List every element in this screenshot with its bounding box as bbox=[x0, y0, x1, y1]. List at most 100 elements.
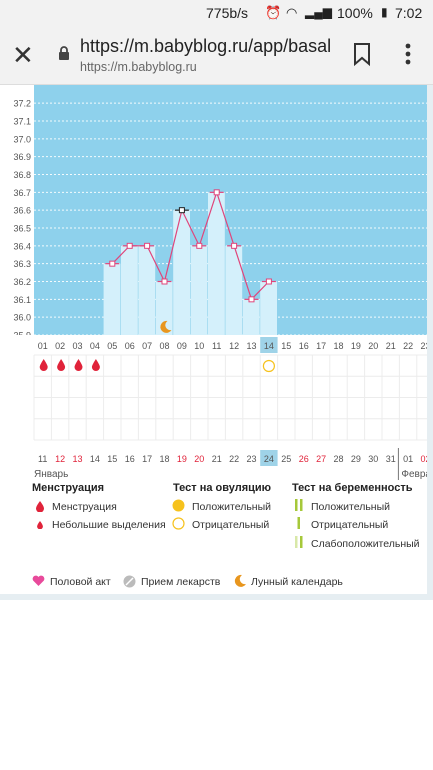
legend-ovulation-title: Тест на овуляцию bbox=[173, 482, 272, 494]
pregnancy-positive-icon bbox=[295, 499, 303, 511]
date-label: 22 bbox=[229, 454, 239, 464]
small-drop-icon bbox=[37, 521, 43, 529]
data-point bbox=[213, 189, 220, 196]
legend-menstruation: Менструация bbox=[52, 501, 117, 513]
pill-icon bbox=[123, 575, 136, 588]
data-point bbox=[196, 242, 203, 249]
y-tick-label: 36.6 bbox=[13, 206, 31, 216]
cycle-day-label: 16 bbox=[299, 341, 309, 351]
highlight-date-cell bbox=[260, 450, 278, 466]
month-label: Январь bbox=[34, 469, 68, 480]
cycle-day-label: 02 bbox=[55, 341, 65, 351]
bookmark-icon[interactable] bbox=[352, 41, 372, 67]
data-point bbox=[178, 207, 185, 214]
date-label: 13 bbox=[72, 454, 82, 464]
y-tick-label: 36.5 bbox=[13, 224, 31, 234]
status-bar: 775b/s ⏰ ◠ ▂▄▆ 100% ▮ 7:02 bbox=[0, 0, 433, 26]
heart-icon bbox=[32, 575, 45, 586]
cycle-day-label: 19 bbox=[351, 341, 361, 351]
temperature-bar bbox=[190, 245, 208, 335]
close-icon[interactable]: ✕ bbox=[12, 40, 34, 70]
temperature-bar bbox=[225, 245, 243, 335]
ovulation-negative-mark bbox=[262, 359, 275, 373]
more-menu-icon[interactable] bbox=[400, 40, 416, 68]
cycle-day-label: 13 bbox=[246, 341, 256, 351]
cycle-day-label: 11 bbox=[212, 341, 221, 351]
y-tick-label: 36.2 bbox=[13, 277, 31, 287]
cycle-day-label: 14 bbox=[264, 341, 274, 351]
legend-sex: Половой акт bbox=[50, 576, 111, 588]
ovulation-positive-icon bbox=[172, 499, 185, 512]
date-label: 19 bbox=[177, 454, 187, 464]
y-tick-label: 37.1 bbox=[13, 117, 31, 127]
url-subtext: https://m.babyblog.ru bbox=[80, 60, 197, 74]
data-point bbox=[144, 242, 151, 249]
cycle-day-label: 12 bbox=[229, 341, 239, 351]
date-label: 02 bbox=[420, 454, 430, 464]
y-tick-label: 37.0 bbox=[13, 134, 31, 144]
cycle-day-label: 10 bbox=[194, 341, 204, 351]
date-label: 11 bbox=[38, 454, 47, 464]
day-row-bg bbox=[0, 335, 433, 355]
basal-temperature-chart[interactable]: 37.2 37.1 37.0 36.9 36.8 36.7 36.6 36.5 36.4 36.3… bbox=[0, 85, 433, 481]
y-tick-label: 36.9 bbox=[13, 152, 31, 162]
legend-lunar: Лунный календарь bbox=[251, 576, 343, 588]
ovulation-negative-icon bbox=[172, 517, 185, 530]
temperature-line bbox=[111, 190, 270, 301]
date-label: 20 bbox=[194, 454, 204, 464]
data-point bbox=[265, 278, 272, 285]
temperature-bar bbox=[173, 210, 190, 335]
temperature-bar bbox=[260, 281, 277, 335]
temperature-bar bbox=[155, 281, 173, 335]
y-tick-label: 36.4 bbox=[13, 241, 31, 251]
date-label: 14 bbox=[90, 454, 100, 464]
y-tick-label: 36.7 bbox=[13, 188, 31, 198]
temperature-bar bbox=[103, 263, 121, 335]
cycle-day-label: 22 bbox=[403, 341, 413, 351]
temperature-bar bbox=[138, 245, 156, 335]
cycle-day-label: 05 bbox=[107, 341, 117, 351]
battery-level: 100% bbox=[337, 5, 373, 21]
month-label: Февра bbox=[401, 469, 431, 480]
lock-icon bbox=[59, 46, 69, 60]
y-tick-label: 37.2 bbox=[13, 99, 31, 109]
pregnancy-weak-icon bbox=[295, 536, 303, 548]
date-label: 16 bbox=[125, 454, 135, 464]
cycle-day-label: 03 bbox=[72, 341, 82, 351]
cycle-day-label: 07 bbox=[142, 341, 152, 351]
clock-time: 7:02 bbox=[395, 5, 423, 21]
data-point bbox=[126, 242, 133, 249]
network-speed: 775b/s bbox=[206, 5, 249, 21]
legend-menstruation-title: Менструация bbox=[32, 482, 105, 494]
date-label: 27 bbox=[316, 454, 326, 464]
cycle-day-label: 20 bbox=[368, 341, 378, 351]
signal-icon: ▂▄▆ bbox=[305, 5, 332, 19]
cycle-day-label: 08 bbox=[159, 341, 169, 351]
date-label: 25 bbox=[281, 454, 291, 464]
date-label: 29 bbox=[351, 454, 361, 464]
cycle-day-label: 01 bbox=[38, 341, 48, 351]
cycle-day-label: 04 bbox=[90, 341, 100, 351]
url-text[interactable]: https://m.babyblog.ru/app/basal bbox=[80, 36, 332, 56]
data-point bbox=[161, 278, 168, 285]
blood-drop-icon bbox=[57, 359, 66, 371]
cycle-day-label: 21 bbox=[386, 341, 396, 351]
temperature-bar bbox=[242, 299, 260, 335]
date-label: 28 bbox=[333, 454, 343, 464]
y-tick-label: 36.8 bbox=[13, 170, 31, 180]
legend-spotting: Небольшие выделения bbox=[52, 519, 166, 531]
blood-drop-icon bbox=[91, 359, 100, 371]
highlight-day-cell bbox=[260, 337, 278, 353]
date-label: 18 bbox=[159, 454, 169, 464]
legend-pregnancy-weak: Слабоположительный bbox=[311, 538, 420, 550]
date-label: 15 bbox=[107, 454, 117, 464]
battery-icon: ▮ bbox=[381, 5, 388, 19]
cycle-day-label: 23 bbox=[420, 341, 430, 351]
legend-pregnancy-title: Тест на беременность bbox=[292, 482, 413, 494]
blood-drop-icon bbox=[36, 501, 44, 512]
cycle-day-label: 17 bbox=[316, 341, 326, 351]
y-tick-label: 36.3 bbox=[13, 259, 31, 269]
pregnancy-negative-icon bbox=[297, 517, 300, 529]
data-point bbox=[231, 242, 238, 249]
y-tick-label: 36.1 bbox=[13, 295, 31, 305]
